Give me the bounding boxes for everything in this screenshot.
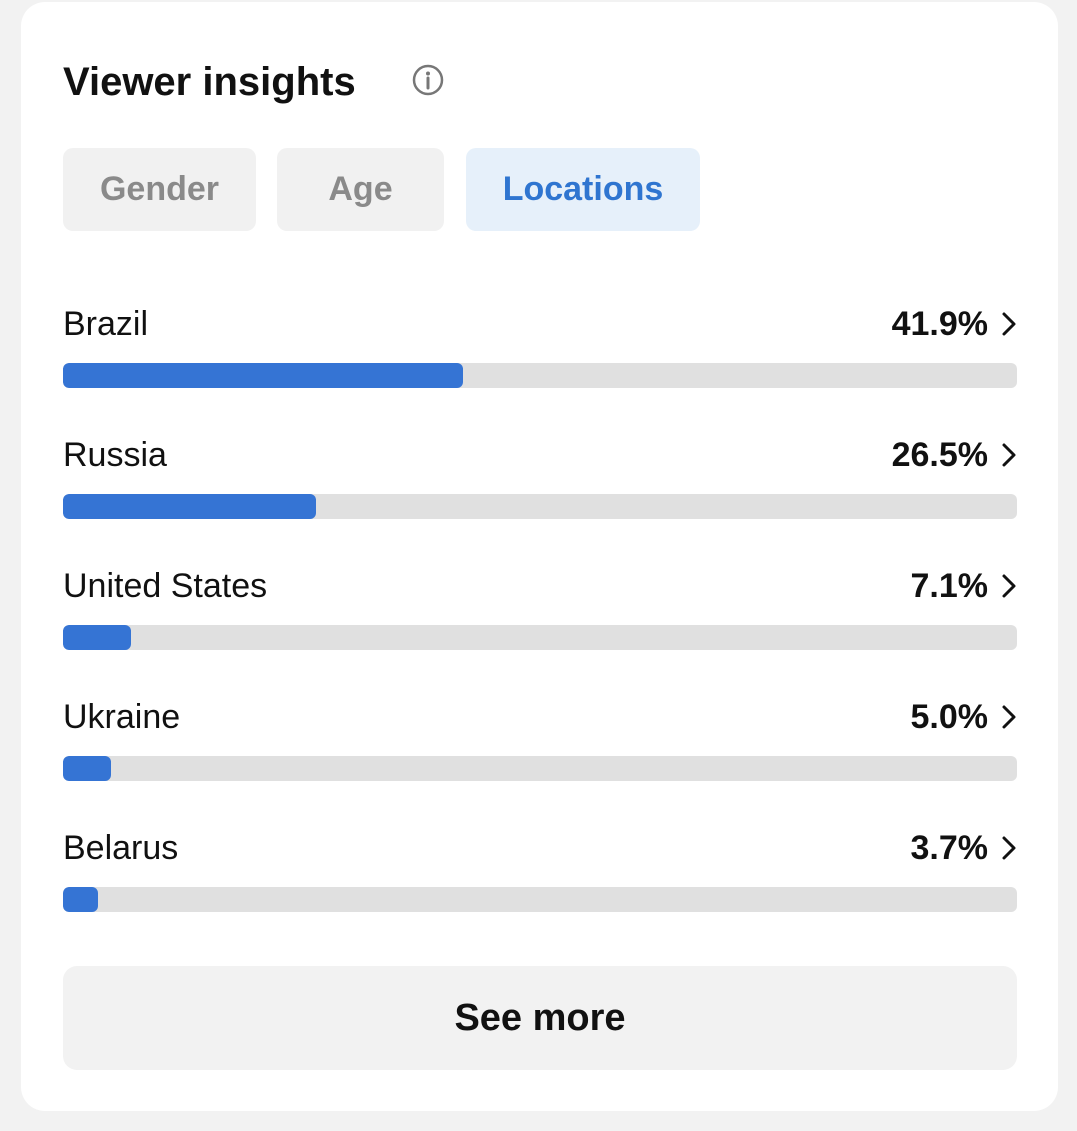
location-value[interactable]: 5.0% xyxy=(910,698,989,736)
chevron[interactable] xyxy=(1000,572,1018,600)
location-name: United States xyxy=(63,567,268,605)
location-value[interactable]: 41.9% xyxy=(891,305,988,343)
bar-track xyxy=(63,494,1017,519)
tab[interactable]: Gender xyxy=(63,148,256,231)
chevron[interactable] xyxy=(1000,310,1018,338)
bar-track xyxy=(63,887,1017,912)
location-name: Belarus xyxy=(63,829,179,867)
bar xyxy=(63,363,463,388)
tab[interactable]: Age xyxy=(277,148,444,231)
bar xyxy=(63,756,111,781)
location-name: Russia xyxy=(63,436,167,474)
bar xyxy=(63,494,316,519)
bar-track xyxy=(63,756,1017,781)
location-name: Ukraine xyxy=(63,698,181,736)
info-icon[interactable] xyxy=(411,63,445,97)
bar-track xyxy=(63,363,1017,388)
tab[interactable]: Locations xyxy=(466,148,700,231)
bar-track xyxy=(63,625,1017,650)
chevron[interactable] xyxy=(1000,703,1018,731)
location-value[interactable]: 3.7% xyxy=(910,829,989,867)
location-value[interactable]: 7.1% xyxy=(910,567,989,605)
bar xyxy=(63,625,131,650)
title: Viewer insights xyxy=(63,60,356,104)
chevron[interactable] xyxy=(1000,834,1018,862)
chevron[interactable] xyxy=(1000,441,1018,469)
bar xyxy=(63,887,99,912)
location-value[interactable]: 26.5% xyxy=(891,436,988,474)
insights-card: Viewer insights See more Gender Age Locati… xyxy=(21,2,1058,1111)
location-name: Brazil xyxy=(63,305,149,343)
see-more-button[interactable]: See more xyxy=(63,966,1017,1070)
